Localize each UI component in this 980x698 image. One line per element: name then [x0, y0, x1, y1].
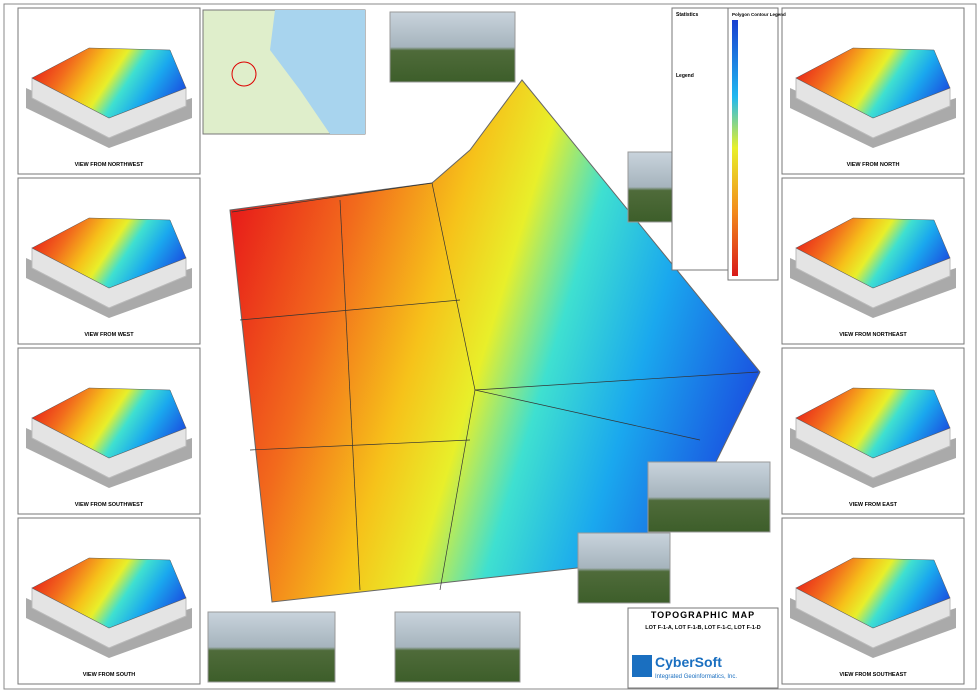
view-label: VIEW FROM WEST: [84, 332, 134, 338]
terrain-shadow: [26, 428, 192, 488]
terrain-shadow: [26, 258, 192, 318]
legend-heading: Legend: [676, 73, 694, 79]
company-logo: [632, 655, 652, 677]
terrain-surface: [795, 557, 951, 629]
terrain-shadow: [26, 88, 192, 148]
company-name: CyberSoft: [655, 654, 722, 670]
terrain-shadow: [790, 88, 956, 148]
terrain-shadow: [790, 598, 956, 658]
terrain-shadow: [790, 258, 956, 318]
view-label: VIEW FROM SOUTHWEST: [75, 502, 144, 508]
site-photo: [577, 532, 671, 604]
view-label: VIEW FROM NORTHWEST: [75, 162, 144, 168]
terrain-surface: [31, 47, 187, 119]
site-marker: [231, 61, 257, 87]
terrain-shadow: [790, 428, 956, 488]
terrain-surface: [795, 47, 951, 119]
legend-heading: Statistics: [676, 12, 698, 18]
site-photo: [389, 11, 516, 83]
title-block: [627, 607, 779, 689]
terrain-surface: [31, 387, 187, 459]
terrain-surface: [31, 557, 187, 629]
map-subtitle: LOT F-1-A, LOT F-1-B, LOT F-1-C, LOT F-1…: [645, 625, 761, 631]
view-label: VIEW FROM NORTH: [847, 162, 900, 168]
legend-box: [671, 7, 729, 271]
terrain-shadow: [26, 598, 192, 658]
map-title: TOPOGRAPHIC MAP: [651, 610, 755, 620]
site-photo: [647, 461, 771, 533]
lot-boundaries: [231, 182, 759, 591]
company-subtitle: Integrated Geoinformatics, Inc.: [655, 674, 737, 680]
view-label: VIEW FROM NORTHEAST: [839, 332, 907, 338]
view-label: VIEW FROM SOUTHEAST: [839, 672, 907, 678]
terrain-surface: [795, 387, 951, 459]
sea: [270, 10, 365, 134]
terrain-surface: [31, 217, 187, 289]
site-photo: [394, 611, 521, 683]
site-photo: [207, 611, 336, 683]
view-label: VIEW FROM EAST: [849, 502, 898, 508]
contour-ramp: [732, 20, 738, 276]
terrain-surface: [795, 217, 951, 289]
view-label: VIEW FROM SOUTH: [83, 672, 136, 678]
legend-heading: Polygon Contour Legend: [732, 12, 786, 17]
